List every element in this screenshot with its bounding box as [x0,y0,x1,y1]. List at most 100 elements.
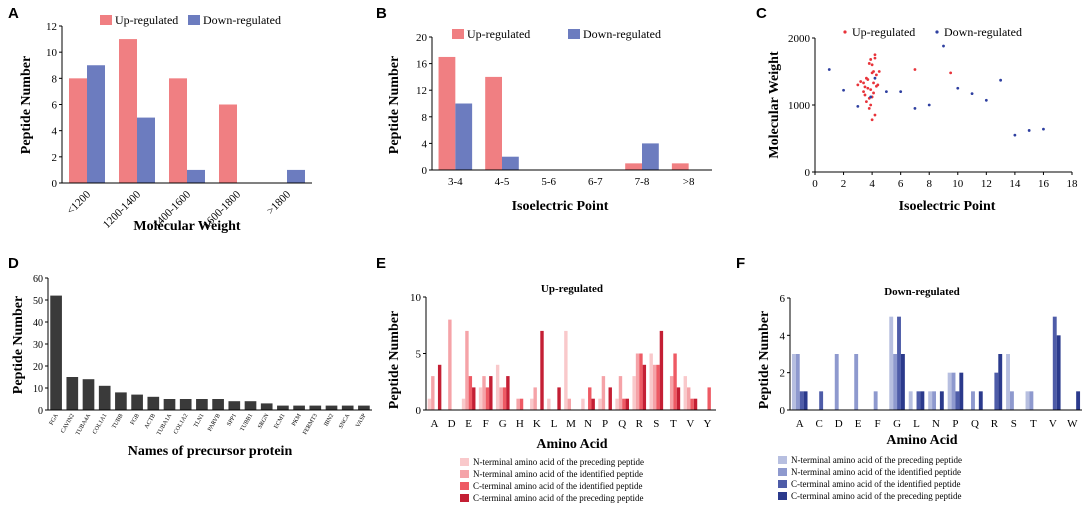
panel-f-bar-s0-7 [928,391,933,410]
panel-c-x-tick-label: 0 [812,178,818,190]
panel-c-point-down-regulated-12 [1013,133,1017,137]
panel-e-bar-s3-0 [437,364,442,410]
panel-f-bar-s0-12 [1025,391,1030,410]
panel-d-bar-2 [82,379,95,410]
panel-d-x-tick-label: PARVB [207,413,222,432]
panel-f-chart-title: Down-regulated [884,286,960,298]
panel-b-x-tick-label: >8 [683,176,695,188]
panel-f-x-tick-label: P [952,418,958,430]
panel-a-y-tick-label: 6 [52,100,58,112]
panel-f-legend-swatch [778,468,787,476]
panel-d-bar-9 [196,399,208,410]
panel-f-panel-label: F [736,255,745,272]
panel-e-legend-label: N-terminal amino acid of the identified … [473,469,643,479]
panel-e-legend-label: C-terminal amino acid of the identified … [473,481,642,491]
panel-c-x-tick-label: 6 [898,178,904,190]
panel-e-bar-s3-4 [506,376,510,410]
panel-e-bar-s0-3 [478,387,483,410]
panel-a-bar-up-regulated-0 [69,78,87,183]
panel-d-panel-label: D [8,255,19,272]
panel-e-bar-s2-2 [468,376,473,410]
panel-e-bar-s2-5 [519,398,524,410]
panel-e-bar-s0-9 [581,398,585,410]
panel-e-bar-s1-6 [533,387,537,410]
panel-e-x-tick-label: R [636,418,644,430]
panel-e-bar-s2-4 [502,387,507,410]
panel-f-bar-s1-4 [873,391,878,410]
panel-c-point-up-regulated-18 [869,88,873,91]
panel-c-point-up-regulated-30 [869,58,873,61]
panel-c-point-up-regulated-14 [867,106,871,110]
panel-c-point-up-regulated-17 [862,81,865,85]
panel-e-x-tick-label: T [670,418,677,430]
panel-e-x-tick-label: A [431,418,439,430]
panel-c-point-up-regulated-31 [872,81,875,85]
panel-d-x-tick-label: SNCA [338,412,352,429]
panel-e-x-tick-label: D [448,418,456,430]
panel-a-bar-down-regulated-1 [137,117,155,183]
panel-f-bar-s3-8 [959,372,964,410]
panel-d-x-tick-label: TLN1 [193,413,206,429]
panel-e-x-tick-label: G [499,418,507,430]
panel-e-bar-s1-8 [567,398,571,410]
panel-c-point-down-regulated-14 [1042,127,1045,131]
panel-f-x-tick-label: Q [971,418,979,430]
panel-a-x-axis-title: Molecular Weight [133,219,241,234]
panel-d-x-tick-label: VASP [355,412,368,428]
panel-e-legend-swatch [460,482,469,490]
panel-e-x-tick-label: M [566,418,576,430]
panel-d-bar-8 [179,399,192,410]
panel-f-x-tick-label: N [932,418,940,430]
panel-e-bar-s2-3 [485,387,490,410]
panel-e-bar-s1-15 [687,387,691,410]
panel-c-point-up-regulated-29 [949,71,953,75]
panel-f-x-tick-label: F [875,418,881,430]
panel-d-y-tick-label: 10 [33,384,43,395]
panel-e-bar-s2-16 [707,387,711,410]
panel-c-x-tick-label: 14 [1009,178,1021,190]
panel-b-y-tick-label: 20 [416,32,428,44]
panel-c-panel-label: C [756,5,767,22]
panel-e-bar-s1-14 [669,376,674,410]
panel-b-x-tick-label: 4-5 [495,176,510,188]
panel-b-legend-swatch [568,29,580,39]
panel-c-x-tick-label: 16 [1038,178,1050,190]
panel-e-x-tick-label: P [602,418,608,430]
panel-a-bar-down-regulated-4 [287,169,305,183]
panel-c-point-up-regulated-21 [866,78,870,81]
panel-e-bar-s3-10 [608,387,612,410]
panel-e-bar-s0-10 [598,398,602,410]
panel-f-bar-s3-6 [920,391,925,410]
panel-f-x-tick-label: G [893,418,901,430]
panel-c-point-up-regulated-2 [862,90,865,93]
panel-c-point-up-regulated-23 [863,85,867,89]
panel-c-point-down-regulated-0 [827,68,831,71]
panel-f-bar-s0-8 [947,372,952,410]
panel-f-bar-s3-7 [939,391,944,410]
panel-e-bar-s3-3 [489,376,493,410]
panel-e-legend-swatch [460,470,469,478]
panel-f-x-tick-label: C [816,418,823,430]
panel-f-bar-s2-1 [819,391,824,410]
panel-e-x-axis-title: Amino Acid [536,437,607,452]
panel-b-bar-up-regulated-5 [671,163,689,170]
panel-e-chart-title: Up-regulated [541,283,603,295]
panel-c-point-down-regulated-4 [899,90,903,93]
panel-a-bar-up-regulated-1 [119,39,137,184]
panel-d-x-tick-label: FERMT3 [302,413,319,436]
panel-b-x-tick-label: 5-6 [541,176,556,188]
panel-e-bar-s0-13 [649,353,653,410]
panel-e-bar-s0-11 [615,398,619,410]
panel-e-legend-label: C-terminal amino acid of the preceding p… [473,493,643,503]
panel-f-x-tick-label: D [835,418,843,430]
panel-f-x-tick-label: S [1011,418,1017,430]
panel-d-x-tick-label: SRGN [257,412,271,429]
panel-e-bar-s3-14 [676,387,681,410]
panel-c-point-down-regulated-1 [842,88,845,92]
panel-e-x-tick-label: K [533,418,541,430]
panel-e-bar-s1-3 [482,376,486,410]
panel-f-legend-label: C-terminal amino acid of the preceding p… [791,491,961,501]
panel-c-x-axis-title: Isoelectric Point [899,199,996,214]
panel-b-y-tick-label: 4 [422,138,428,150]
